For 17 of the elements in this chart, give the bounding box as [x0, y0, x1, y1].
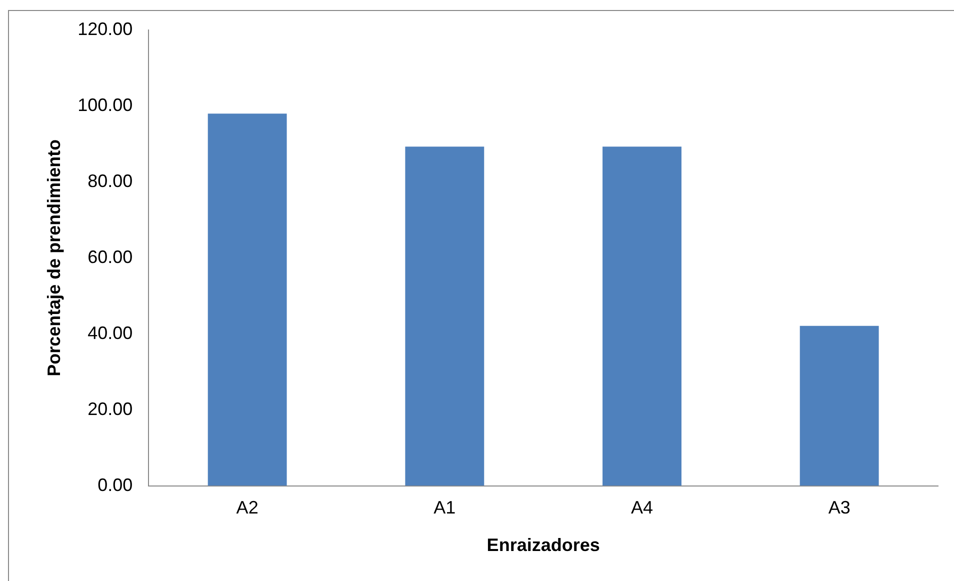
y-tick-label: 40.00 — [88, 322, 133, 343]
y-axis-title: Porcentaje de prendimiento — [44, 139, 64, 376]
y-tick-label: 120.00 — [78, 18, 133, 39]
bar — [208, 114, 287, 486]
x-axis-title: Enraizadores — [486, 535, 600, 556]
bar — [800, 326, 879, 486]
x-tick-label: A1 — [434, 498, 456, 518]
bar — [602, 146, 682, 486]
y-tick-label: 60.00 — [88, 246, 133, 267]
y-tick-label: 0.00 — [98, 474, 133, 495]
x-tick-label: A2 — [236, 498, 258, 518]
x-tick-label: A4 — [630, 498, 654, 518]
bar — [405, 146, 484, 486]
y-tick-label: 80.00 — [88, 170, 133, 191]
y-tick-label: 100.00 — [78, 94, 133, 115]
y-tick-label: 20.00 — [88, 398, 133, 419]
x-tick-label: A3 — [828, 498, 850, 518]
